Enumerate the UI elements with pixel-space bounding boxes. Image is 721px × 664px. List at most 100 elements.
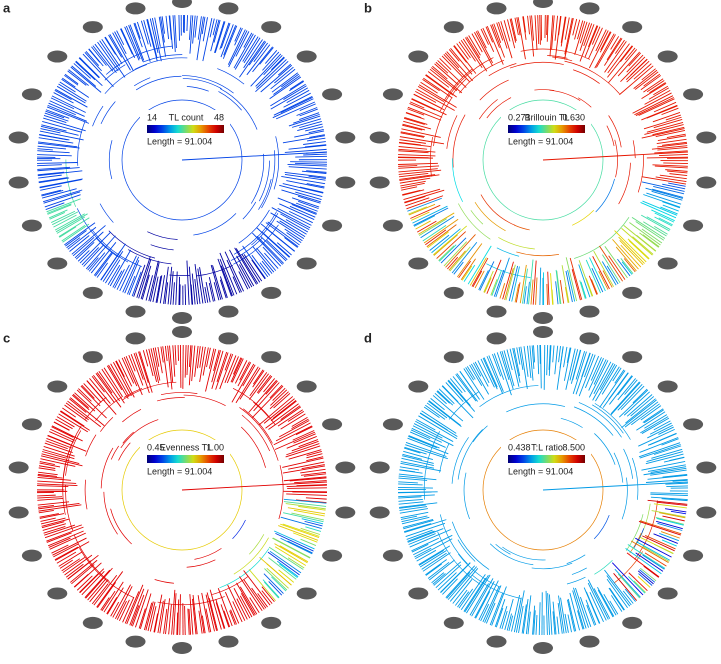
tree-tip	[236, 367, 258, 403]
tree-branch	[136, 76, 181, 90]
tree-tip	[67, 238, 80, 248]
tree-branch	[187, 560, 216, 567]
tree-tip	[299, 440, 318, 447]
tree-tip	[398, 482, 418, 483]
tree-tip	[273, 99, 314, 118]
tree-tip	[648, 475, 688, 479]
tree-tip	[662, 540, 677, 546]
tree-tip	[296, 427, 312, 435]
tree-tip	[541, 345, 542, 388]
tree-tip	[95, 44, 117, 73]
tree-tip	[303, 142, 326, 145]
tree-tip	[195, 16, 197, 38]
tree-tip	[528, 16, 530, 34]
tree-tip	[625, 399, 655, 423]
tree-tip	[271, 88, 308, 109]
tree-tip	[283, 466, 325, 473]
tree-tip	[481, 359, 494, 387]
tree-tip	[131, 605, 139, 625]
tree-branch	[101, 448, 113, 488]
tree-tip	[292, 492, 327, 493]
tree-tip	[173, 282, 174, 304]
tree-tip	[233, 277, 240, 293]
tree-tip	[425, 75, 453, 95]
tree-tip	[224, 25, 236, 55]
tree-tip	[290, 81, 303, 90]
tree-tip	[547, 284, 548, 305]
legend-max: 48	[214, 112, 224, 122]
tree-tip	[424, 407, 439, 418]
tree-tip	[402, 190, 420, 194]
tree-branch	[624, 449, 633, 479]
tree-branch	[212, 576, 248, 594]
tree-tip	[433, 573, 446, 584]
tree-tip	[63, 557, 85, 572]
tree-tip	[610, 588, 625, 610]
tree-tip	[521, 347, 528, 389]
animal-silhouette	[444, 617, 464, 629]
tree-tip	[220, 259, 234, 295]
tree-tip	[185, 345, 186, 378]
tree-tip	[223, 26, 236, 59]
animal-silhouette	[297, 381, 317, 393]
tree-tip	[457, 592, 468, 607]
tree-tip	[559, 346, 561, 362]
tree-branch	[565, 61, 620, 94]
animal-silhouette	[487, 306, 507, 318]
animal-silhouette	[683, 88, 703, 100]
tree-tip	[110, 34, 131, 70]
tree-tip	[399, 146, 427, 149]
tree-branch	[158, 596, 225, 604]
tree-tip	[557, 346, 563, 389]
tree-branch	[111, 509, 132, 544]
tree-tip	[665, 509, 686, 512]
tree-branch	[459, 60, 504, 93]
tree-tip	[211, 20, 219, 51]
tree-tip	[37, 155, 72, 156]
tree-tip	[166, 16, 169, 39]
tree-tip	[472, 258, 488, 286]
tree-tip	[634, 96, 673, 115]
tree-tip	[291, 513, 323, 520]
animal-silhouette	[533, 642, 553, 654]
length-label: Length = 91.004	[508, 136, 573, 146]
tree-branch	[615, 140, 618, 177]
tree-tip	[510, 19, 516, 43]
tree-tip	[51, 545, 68, 553]
tree-branch	[458, 429, 483, 479]
tree-branch	[157, 398, 185, 401]
tree-branch	[596, 179, 615, 212]
tree-tip	[400, 463, 441, 471]
legend-max: 0.630	[562, 112, 585, 122]
tree-tip	[52, 427, 74, 438]
tree-tip	[666, 115, 681, 120]
tree-tip	[615, 231, 647, 262]
tree-tip	[173, 345, 175, 376]
animal-silhouette	[408, 381, 428, 393]
tree-tip	[156, 276, 161, 303]
tree-branch	[514, 225, 529, 230]
tree-tip	[471, 364, 488, 394]
tree-branch	[532, 563, 572, 569]
animal-silhouette	[370, 462, 390, 474]
tree-tip	[663, 163, 688, 164]
tree-branch	[607, 126, 614, 146]
tree-branch	[614, 453, 623, 483]
tree-tip	[398, 484, 422, 485]
tree-tip	[647, 452, 683, 462]
tree-tip	[221, 604, 229, 627]
tree-tip	[404, 190, 444, 202]
tree-branch	[134, 78, 150, 86]
tree-tip	[647, 122, 683, 132]
tree-branch	[594, 560, 612, 574]
tree-tip	[647, 106, 678, 118]
animal-silhouette	[261, 287, 281, 299]
tree-tip	[283, 524, 320, 536]
tree-tip	[38, 502, 69, 505]
animal-silhouette	[683, 418, 703, 430]
tree-tip	[288, 164, 327, 166]
animal-silhouette	[335, 176, 355, 188]
tree-tip	[39, 135, 69, 140]
tree-tip	[398, 499, 422, 501]
tree-tip	[544, 345, 545, 390]
